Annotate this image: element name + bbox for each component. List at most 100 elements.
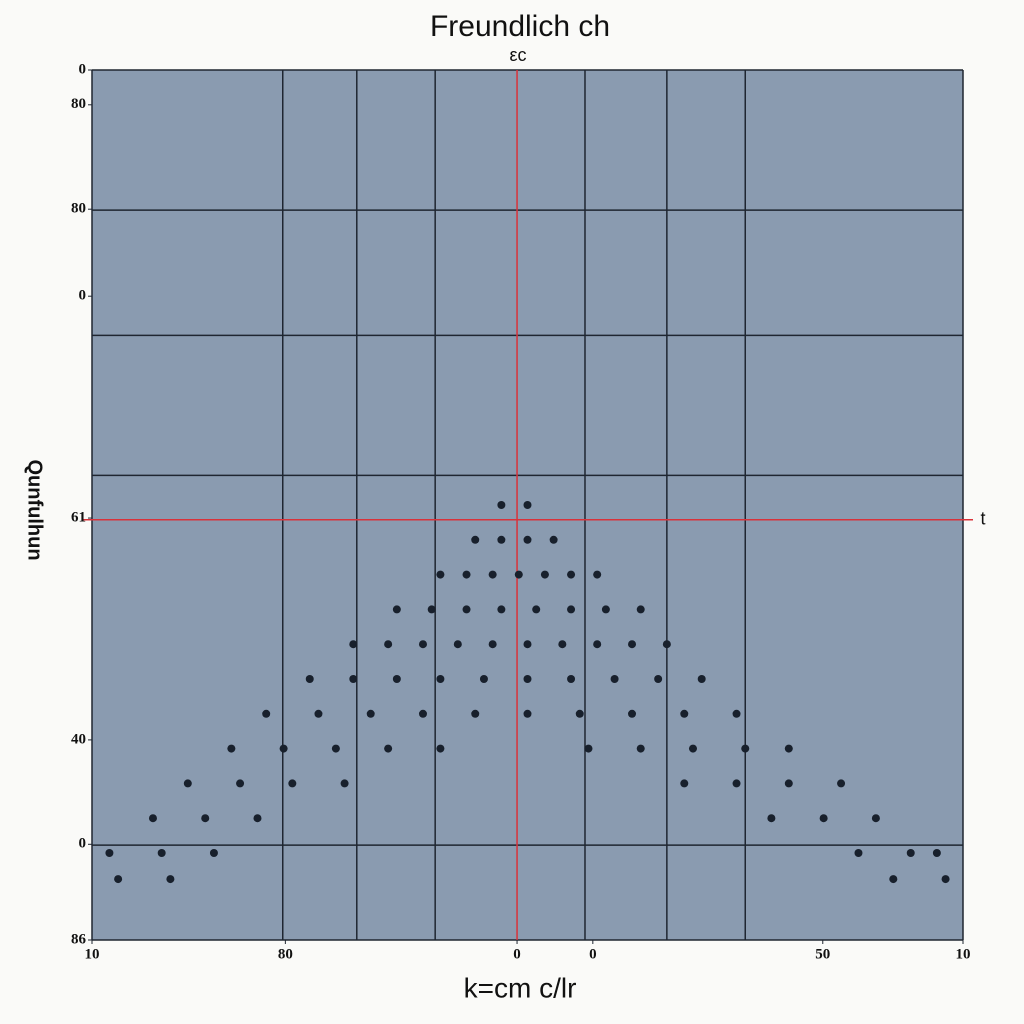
x-tick-label: 0 (589, 946, 597, 962)
point (488, 570, 497, 579)
point (236, 779, 245, 788)
point (436, 570, 445, 579)
point (819, 814, 828, 823)
y-tick-label: 0 (79, 61, 87, 77)
point (384, 744, 393, 753)
point (636, 744, 645, 753)
point (462, 605, 471, 614)
point (697, 675, 706, 683)
point (305, 675, 314, 683)
point (418, 709, 427, 718)
point (331, 744, 340, 753)
point (784, 779, 793, 788)
point (523, 709, 532, 718)
x-tick-label: 0 (513, 946, 521, 962)
point (593, 640, 602, 649)
point (610, 675, 619, 683)
point (471, 535, 480, 544)
point (436, 675, 445, 683)
point (262, 709, 271, 718)
point (105, 849, 114, 857)
point (497, 501, 506, 509)
point (314, 709, 323, 718)
point (549, 535, 558, 544)
point (471, 709, 480, 718)
point (784, 744, 793, 753)
y-tick-label: 0 (79, 836, 87, 852)
point (114, 875, 123, 884)
point (279, 744, 288, 753)
point (201, 814, 210, 823)
point (488, 640, 497, 649)
point (497, 535, 506, 544)
point (523, 501, 532, 509)
point (288, 779, 297, 788)
point (575, 709, 584, 718)
point (628, 709, 637, 718)
point (654, 675, 663, 683)
x-axis-label: k=cm c/lr (464, 972, 577, 1003)
chart-subtitle: εc (509, 45, 526, 65)
point (157, 849, 166, 857)
point (453, 640, 462, 649)
point (392, 605, 401, 614)
point (523, 535, 532, 544)
y-tick-label: 80 (71, 96, 86, 112)
point (941, 875, 950, 884)
point (253, 814, 262, 823)
point (854, 849, 863, 857)
y-tick-label: 40 (71, 731, 86, 747)
point (558, 640, 567, 649)
point (427, 605, 436, 614)
point (636, 605, 645, 614)
point (871, 814, 880, 823)
point (540, 570, 549, 579)
point (732, 709, 741, 718)
y-tick-label: 86 (71, 931, 87, 947)
right-label: t (980, 509, 985, 529)
point (462, 570, 471, 579)
point (418, 640, 427, 649)
x-tick-label: 10 (85, 946, 100, 962)
point (889, 875, 898, 884)
point (732, 779, 741, 788)
point (523, 640, 532, 649)
point (567, 605, 576, 614)
point (366, 709, 375, 718)
point (227, 744, 236, 753)
x-tick-label: 50 (815, 946, 830, 962)
point (601, 605, 610, 614)
point (523, 675, 532, 683)
y-axis-label: Qunfulhun (24, 459, 46, 560)
point (479, 675, 488, 683)
point (532, 605, 541, 614)
point (688, 744, 697, 753)
point (567, 675, 576, 683)
point (384, 640, 393, 649)
point (436, 744, 445, 753)
point (680, 709, 689, 718)
point (148, 814, 157, 823)
x-tick-label: 10 (956, 946, 971, 962)
point (662, 640, 671, 649)
point (392, 675, 401, 683)
y-tick-label: 0 (79, 288, 87, 304)
y-tick-label: 80 (71, 201, 86, 217)
point (837, 779, 846, 788)
point (497, 605, 506, 614)
point (741, 744, 750, 753)
point (349, 640, 358, 649)
point (349, 675, 358, 683)
point (680, 779, 689, 788)
point (906, 849, 915, 857)
point (166, 875, 175, 884)
chart-title: Freundlich ch (430, 10, 610, 43)
point (514, 570, 523, 579)
point (593, 570, 602, 579)
point (567, 570, 576, 579)
point (209, 849, 218, 857)
point (340, 779, 349, 788)
y-tick-label: 61 (71, 509, 86, 525)
point (183, 779, 192, 788)
